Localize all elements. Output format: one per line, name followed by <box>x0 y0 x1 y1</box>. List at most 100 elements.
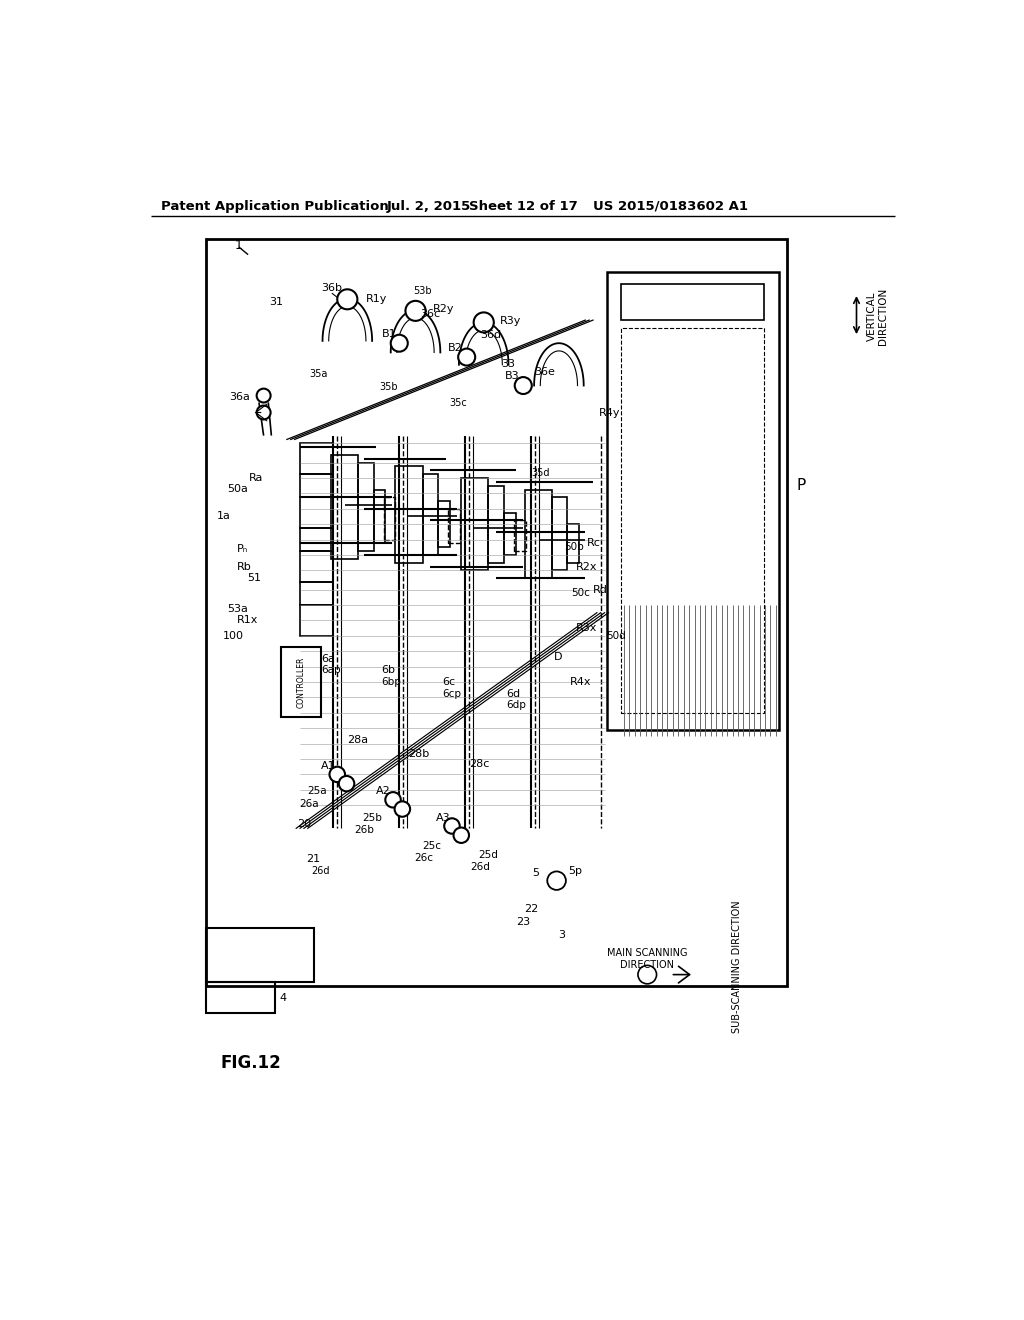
Text: 4: 4 <box>280 993 287 1003</box>
Text: MAIN SCANNING
DIRECTION: MAIN SCANNING DIRECTION <box>607 948 687 970</box>
Text: 51: 51 <box>248 573 261 583</box>
Text: 53a: 53a <box>227 603 248 614</box>
Circle shape <box>458 348 475 366</box>
Text: Rb: Rb <box>238 561 252 572</box>
Text: R4x: R4x <box>569 677 591 686</box>
Text: R2x: R2x <box>575 561 597 572</box>
Text: Rc: Rc <box>587 539 601 548</box>
Text: 53b: 53b <box>414 286 432 296</box>
Circle shape <box>515 378 531 395</box>
Text: 35b: 35b <box>379 381 397 392</box>
Text: 25b: 25b <box>362 813 382 824</box>
Bar <box>621 327 764 713</box>
Text: 1a: 1a <box>217 511 231 521</box>
Bar <box>300 528 333 552</box>
Circle shape <box>394 801 410 817</box>
Bar <box>552 498 567 570</box>
Text: R2y: R2y <box>432 305 454 314</box>
Text: 50c: 50c <box>571 589 590 598</box>
Text: 5: 5 <box>531 869 539 878</box>
Text: A2: A2 <box>377 787 391 796</box>
Bar <box>300 552 333 582</box>
Text: R1y: R1y <box>366 294 387 305</box>
Text: CONTROLLER: CONTROLLER <box>296 656 305 708</box>
Text: 6a: 6a <box>321 653 335 664</box>
Circle shape <box>474 313 494 333</box>
Bar <box>374 490 385 544</box>
Text: 26c: 26c <box>415 853 433 862</box>
Bar <box>423 474 438 554</box>
Text: 26d: 26d <box>311 866 330 875</box>
Text: 50a: 50a <box>227 484 248 495</box>
Bar <box>300 582 333 605</box>
Text: R3x: R3x <box>575 623 597 634</box>
Text: US 2015/0183602 A1: US 2015/0183602 A1 <box>593 199 748 213</box>
Text: 22: 22 <box>524 904 539 915</box>
Bar <box>438 502 450 548</box>
Text: A1: A1 <box>321 760 335 771</box>
Bar <box>395 466 423 562</box>
Text: 5p: 5p <box>568 866 583 875</box>
Circle shape <box>257 388 270 403</box>
Text: 28a: 28a <box>347 735 369 744</box>
Text: A3: A3 <box>436 813 451 822</box>
Text: R1x: R1x <box>237 615 258 626</box>
Bar <box>621 284 764 321</box>
Circle shape <box>257 405 270 420</box>
Text: D: D <box>554 652 562 661</box>
Text: B1: B1 <box>382 329 396 339</box>
Text: 26d: 26d <box>471 862 490 871</box>
Circle shape <box>330 767 345 781</box>
Text: 6cp: 6cp <box>442 689 461 698</box>
Text: 21: 21 <box>306 854 321 865</box>
Text: 6c: 6c <box>442 677 455 686</box>
Bar <box>300 498 333 528</box>
Text: B3: B3 <box>505 371 520 381</box>
Text: 35d: 35d <box>531 467 550 478</box>
Bar <box>504 512 515 554</box>
Text: 35a: 35a <box>309 370 328 379</box>
Bar <box>300 444 333 474</box>
Circle shape <box>385 792 400 808</box>
Text: 35c: 35c <box>450 399 467 408</box>
Circle shape <box>638 965 656 983</box>
Bar <box>449 508 460 544</box>
Text: 50d: 50d <box>606 631 626 640</box>
Bar <box>206 239 786 986</box>
Text: 6ap: 6ap <box>321 665 341 676</box>
Text: 1: 1 <box>234 239 242 252</box>
Text: P: P <box>796 478 805 494</box>
Text: Jul. 2, 2015: Jul. 2, 2015 <box>387 199 471 213</box>
Text: R3y: R3y <box>500 315 521 326</box>
Text: 36c: 36c <box>420 309 440 319</box>
Text: Sheet 12 of 17: Sheet 12 of 17 <box>469 199 578 213</box>
Text: 25c: 25c <box>422 841 441 851</box>
Text: VERTICAL
DIRECTION: VERTICAL DIRECTION <box>866 288 888 345</box>
Text: 31: 31 <box>269 297 283 308</box>
Bar <box>607 272 779 730</box>
Text: 36d: 36d <box>480 330 502 341</box>
Bar <box>281 647 321 717</box>
Text: 36b: 36b <box>322 282 342 293</box>
Circle shape <box>547 871 566 890</box>
Text: 36e: 36e <box>535 367 555 378</box>
Text: SUB-SCANNING DIRECTION: SUB-SCANNING DIRECTION <box>732 900 742 1034</box>
Bar <box>384 498 395 540</box>
Text: Patent Application Publication: Patent Application Publication <box>162 199 389 213</box>
Text: 6b: 6b <box>381 665 395 676</box>
Text: R4y: R4y <box>599 408 621 417</box>
Circle shape <box>454 828 469 843</box>
Text: 6bp: 6bp <box>381 677 401 686</box>
Bar <box>358 462 374 552</box>
Text: 25d: 25d <box>478 850 499 861</box>
Text: 20: 20 <box>297 820 311 829</box>
Circle shape <box>406 301 426 321</box>
Text: Rd: Rd <box>593 585 608 594</box>
Bar <box>461 478 488 570</box>
Text: 28b: 28b <box>408 748 429 759</box>
Text: B2: B2 <box>447 343 463 352</box>
Bar <box>206 928 314 982</box>
Bar <box>567 524 579 562</box>
Circle shape <box>391 335 408 351</box>
Bar <box>331 455 358 558</box>
